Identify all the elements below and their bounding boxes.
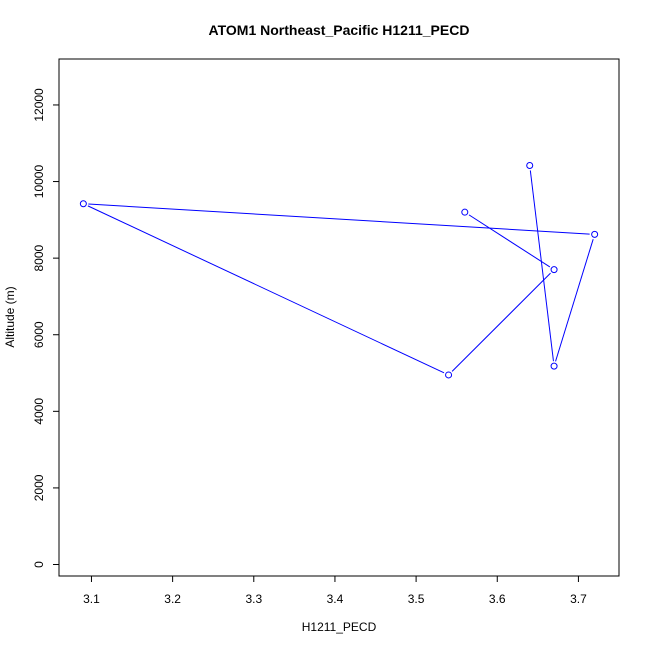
plot-area-frame bbox=[58, 58, 620, 577]
y-axis: 0 2000 4000 6000 8000 10000 12000 bbox=[32, 88, 59, 568]
y-tick-label: 6000 bbox=[32, 321, 46, 348]
series-line-segment bbox=[529, 170, 554, 362]
y-tick-label: 2000 bbox=[32, 474, 46, 501]
series-line-segment bbox=[451, 272, 551, 372]
x-tick-label: 3.5 bbox=[408, 592, 425, 606]
y-tick-label: 10000 bbox=[32, 165, 46, 199]
series-line-segment bbox=[555, 239, 594, 362]
series-layer bbox=[79, 161, 599, 379]
y-axis-label: Altitude (m) bbox=[3, 286, 17, 347]
y-tick-label: 4000 bbox=[32, 398, 46, 425]
series-line-segment bbox=[468, 214, 551, 268]
x-tick-label: 3.3 bbox=[245, 592, 262, 606]
x-tick-label: 3.7 bbox=[570, 592, 587, 606]
x-tick-label: 3.1 bbox=[83, 592, 100, 606]
data-point bbox=[550, 362, 558, 370]
x-tick-label: 3.4 bbox=[327, 592, 344, 606]
x-tick-label: 3.2 bbox=[164, 592, 181, 606]
y-tick-label: 8000 bbox=[32, 244, 46, 271]
chart-title: ATOM1 Northeast_Pacific H1211_PECD bbox=[209, 22, 470, 38]
data-point bbox=[526, 161, 534, 169]
data-point bbox=[461, 208, 469, 216]
series-line-segment bbox=[88, 203, 590, 235]
data-point bbox=[445, 371, 453, 379]
y-tick-label: 0 bbox=[32, 561, 46, 568]
data-point bbox=[591, 230, 599, 238]
data-point bbox=[550, 266, 558, 274]
series-line-segment bbox=[87, 205, 445, 374]
x-axis: 3.1 3.2 3.3 3.4 3.5 3.6 3.7 bbox=[83, 576, 587, 606]
y-tick-label: 12000 bbox=[32, 88, 46, 122]
x-axis-label: H1211_PECD bbox=[302, 620, 377, 634]
data-point bbox=[79, 200, 87, 208]
x-tick-label: 3.6 bbox=[489, 592, 506, 606]
